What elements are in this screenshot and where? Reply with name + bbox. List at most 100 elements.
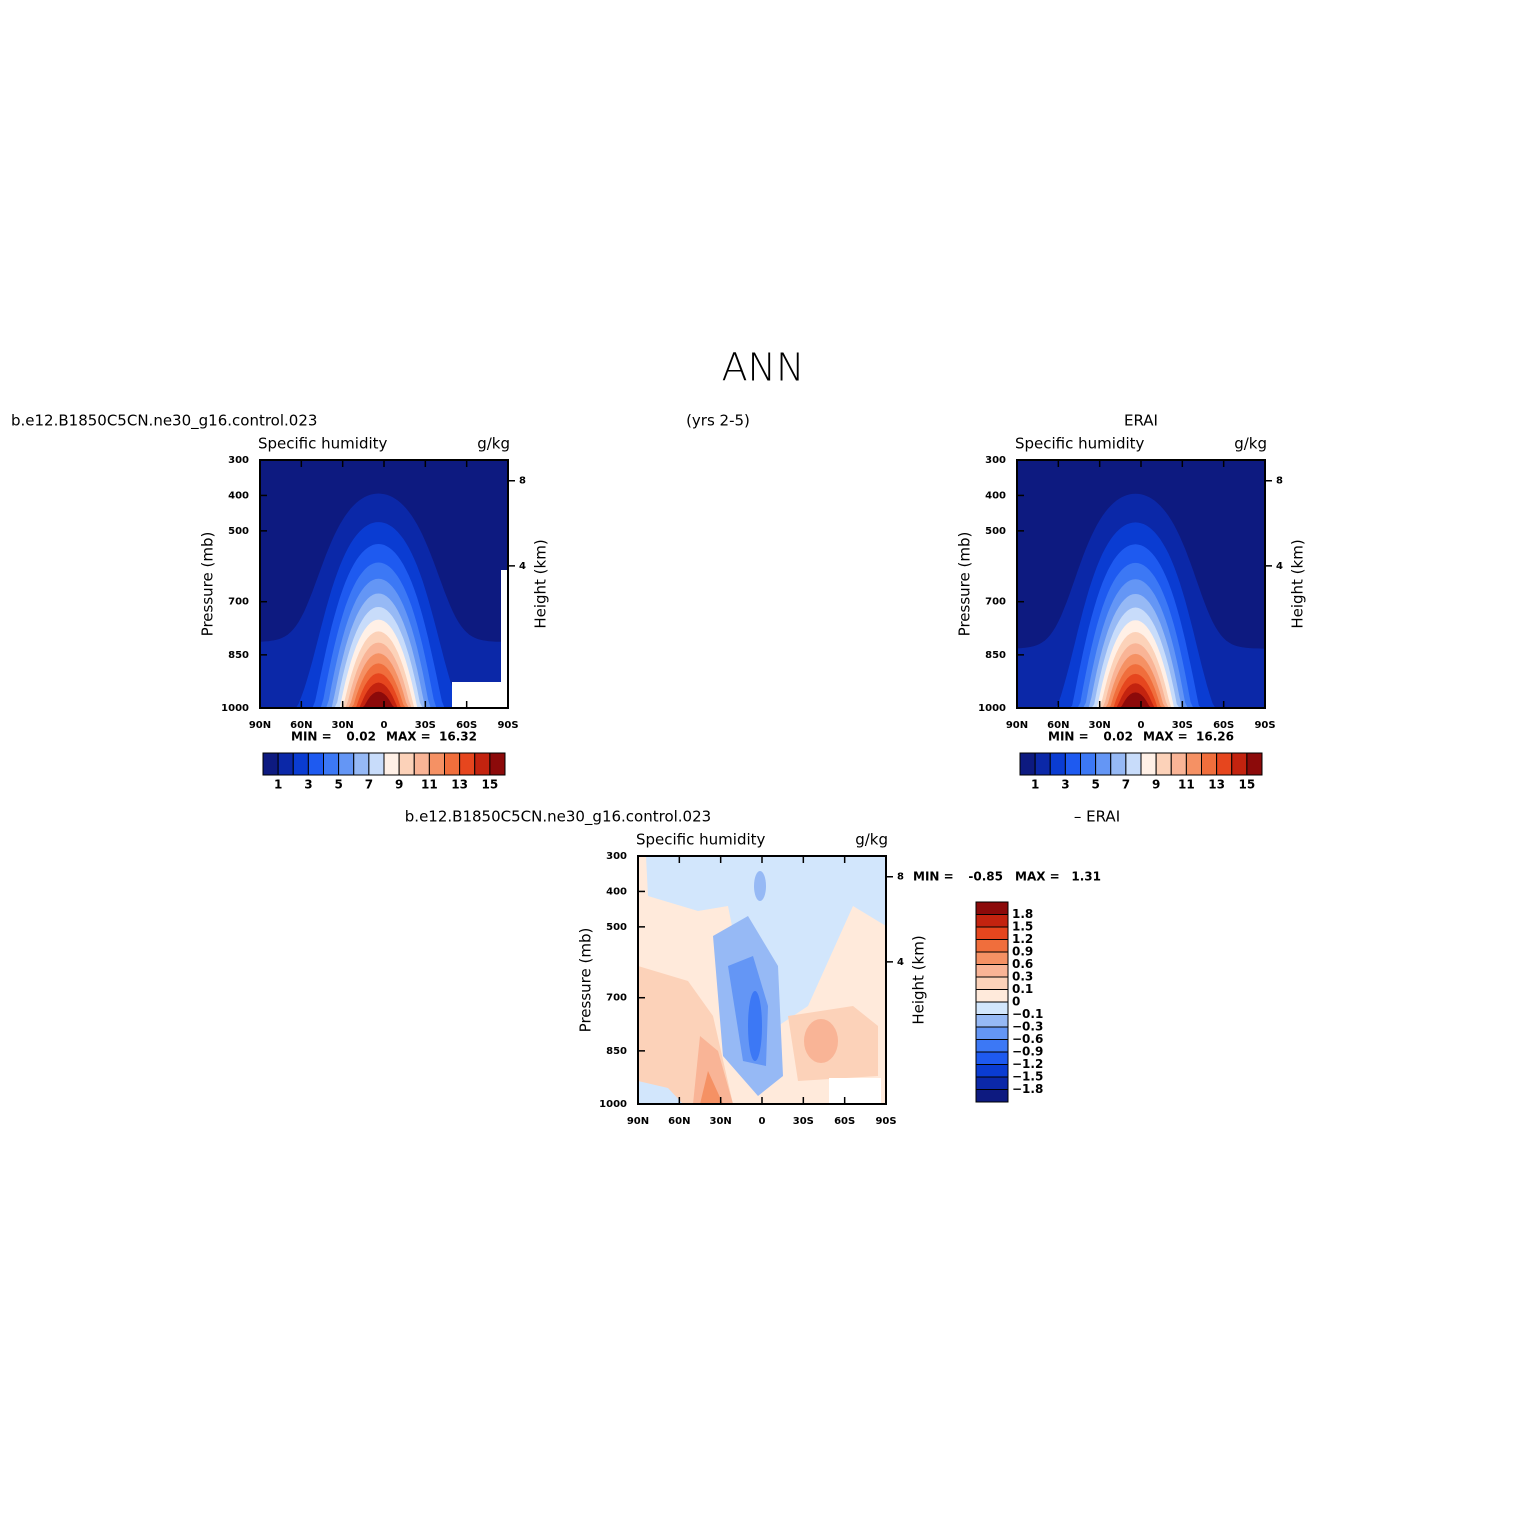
colorbar-label: 15	[482, 778, 499, 792]
x-tick-label: 90S	[875, 1116, 896, 1127]
x-tick-label: 90N	[1006, 720, 1028, 731]
colorbar-label: −0.1	[1012, 1007, 1043, 1021]
figure-title: ANN	[722, 346, 805, 390]
max-label: MAX =	[386, 730, 431, 744]
contour-fill	[1017, 692, 1265, 708]
y-axis-label: Pressure (mb)	[956, 532, 974, 637]
y-axis-label: Pressure (mb)	[199, 532, 217, 637]
x-tick-label: 60S	[456, 720, 477, 731]
colorbar-box	[975, 951, 1009, 965]
x-tick-label: 0	[381, 720, 388, 731]
colorbar-box	[1125, 752, 1142, 776]
colorbar-box	[1080, 752, 1097, 776]
y-tick-label: 300	[985, 455, 1006, 466]
y-tick-label: 700	[985, 597, 1006, 608]
colorbar-label: 9	[1152, 778, 1160, 792]
y-axis-label: Pressure (mb)	[577, 928, 595, 1033]
colorbar-label: 5	[334, 778, 342, 792]
colorbar-label: −0.6	[1012, 1032, 1043, 1046]
colorbar-label: 1.8	[1012, 907, 1033, 921]
colorbar-box	[975, 1064, 1009, 1078]
x-tick-label: 90S	[1254, 720, 1275, 731]
x-tick-label: 30S	[415, 720, 436, 731]
colorbar-box	[413, 752, 430, 776]
y2-tick-label: 8	[519, 476, 526, 487]
colorbar-box	[428, 752, 445, 776]
colorbar-label: 3	[304, 778, 312, 792]
colorbar-label: −0.9	[1012, 1045, 1043, 1059]
contour-fill	[754, 871, 766, 901]
colorbar-box	[338, 752, 355, 776]
x-tick-label: 60S	[1213, 720, 1234, 731]
y2-tick-label: 8	[1276, 476, 1283, 487]
panel: b.e12.B1850C5CN.ne30_g16.control.023 Spec…	[11, 412, 550, 792]
colorbar-box	[1185, 752, 1202, 776]
field-group	[260, 460, 508, 708]
colorbar-label: 1.2	[1012, 932, 1033, 946]
variable-name: Specific humidity	[636, 831, 766, 849]
colorbar-label: 5	[1091, 778, 1099, 792]
y-tick-label: 1000	[978, 703, 1006, 714]
colorbar-box	[383, 752, 400, 776]
units: g/kg	[477, 435, 510, 453]
min-label: MIN =	[1048, 730, 1089, 744]
colorbar-box	[975, 1001, 1009, 1015]
variable-name: Specific humidity	[1015, 435, 1145, 453]
units: g/kg	[1234, 435, 1267, 453]
colorbar-label: 0.9	[1012, 945, 1033, 959]
colorbar-label: −1.2	[1012, 1057, 1043, 1071]
colorbar-box	[1201, 752, 1218, 776]
colorbar-label: 1	[274, 778, 282, 792]
contour-fill	[700, 1071, 723, 1104]
y-tick-label: 850	[606, 1046, 627, 1057]
colorbar-label: 0.6	[1012, 957, 1033, 971]
colorbar-box	[307, 752, 324, 776]
colorbar-label: 7	[365, 778, 373, 792]
y2-tick-label: 4	[519, 561, 526, 572]
y-tick-label: 300	[228, 455, 249, 466]
colorbar-label: 9	[395, 778, 403, 792]
colorbar-box	[975, 1014, 1009, 1028]
colorbar-label: 1.5	[1012, 920, 1033, 934]
colorbar-box	[1155, 752, 1172, 776]
contour-fill	[260, 691, 508, 708]
colorbar-label: 15	[1239, 778, 1256, 792]
x-tick-label: 60N	[290, 720, 312, 731]
y-tick-label: 500	[228, 526, 249, 537]
colorbar-box	[1049, 752, 1066, 776]
colorbar-box	[975, 1026, 1009, 1040]
colorbar-box	[474, 752, 491, 776]
colorbar-label: 13	[1208, 778, 1225, 792]
y-tick-label: 850	[228, 650, 249, 661]
colorbar-label: 13	[451, 778, 468, 792]
colorbar-box	[975, 1039, 1009, 1053]
x-tick-label: 30N	[710, 1116, 732, 1127]
min-label: MIN =	[291, 730, 332, 744]
colorbar-box	[975, 901, 1009, 915]
x-tick-label: 30N	[332, 720, 354, 731]
units: g/kg	[855, 831, 888, 849]
variable-name: Specific humidity	[258, 435, 388, 453]
colorbar-label: −0.3	[1012, 1020, 1043, 1034]
colorbar-box	[1095, 752, 1112, 776]
max-value: 16.32	[439, 730, 477, 744]
colorbar-label: 0.1	[1012, 982, 1033, 996]
colorbar-box	[489, 752, 506, 776]
y2-axis-label: Height (km)	[1289, 539, 1307, 628]
colorbar-box	[1216, 752, 1233, 776]
x-tick-label: 0	[759, 1116, 766, 1127]
colorbar-box	[292, 752, 309, 776]
colorbar-box	[1246, 752, 1263, 776]
y-tick-label: 500	[606, 922, 627, 933]
colorbar-box	[1170, 752, 1187, 776]
y-tick-label: 850	[985, 650, 1006, 661]
field-group	[638, 856, 886, 1104]
x-tick-label: 60N	[668, 1116, 690, 1127]
colorbar-label: −1.5	[1012, 1070, 1043, 1084]
max-label: MAX =	[1015, 870, 1060, 884]
missing-data	[501, 570, 508, 708]
panel: ERAI Specific humidity g/kg Pressure (mb) He…	[956, 412, 1307, 792]
colorbar-label: 3	[1061, 778, 1069, 792]
colorbar-box	[1034, 752, 1051, 776]
